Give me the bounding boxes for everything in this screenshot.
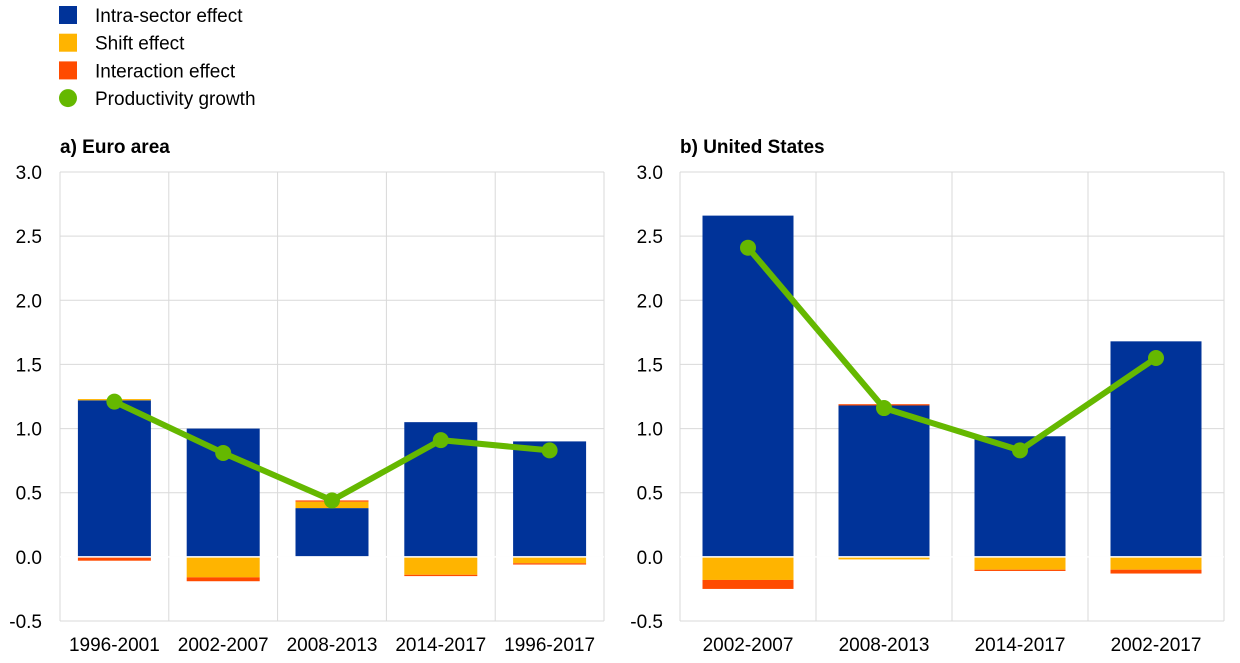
x-tick-label: 2008-2013	[287, 635, 378, 656]
productivity-point	[432, 432, 449, 449]
productivity-point	[541, 442, 558, 459]
panel-title: b) United States	[680, 137, 825, 158]
y-tick-label: 3.0	[637, 163, 663, 184]
legend-item: Shift effect	[59, 33, 185, 55]
bar-segment	[295, 508, 369, 557]
legend-item: Interaction effect	[59, 61, 236, 82]
productivity-line	[745, 245, 1158, 454]
legend-marker	[59, 6, 77, 24]
productivity-point	[876, 400, 892, 417]
legend-label: Interaction effect	[95, 61, 236, 82]
y-tick-label: 0.0	[637, 548, 663, 569]
productivity-line	[113, 398, 550, 504]
legend-item: Productivity growth	[59, 89, 256, 110]
panel-euro-area: a) Euro area 3.0 2.5 2.0 1.5 1.0 0.5 0.0 -0.5 19…	[9, 137, 605, 656]
bar-segment	[838, 405, 930, 557]
productivity-point	[1012, 442, 1028, 459]
y-tick-label: 0.5	[637, 484, 663, 505]
y-tick-label: 0.5	[16, 484, 42, 505]
bar-segment	[1110, 569, 1202, 574]
bar-segment	[77, 556, 151, 561]
y-tick-label: 2.0	[637, 291, 663, 312]
x-tick-label: 2014-2017	[975, 635, 1066, 656]
x-tick-label: 2008-2013	[839, 635, 930, 656]
y-tick-label: 3.0	[16, 163, 42, 184]
bar-segment	[838, 556, 930, 560]
x-tick-label: 2002-2007	[703, 635, 794, 656]
legend-label: Productivity growth	[95, 89, 256, 110]
bar-segment	[513, 441, 587, 557]
y-tick-label: 1.0	[16, 420, 42, 441]
y-tick-label: 2.5	[16, 227, 42, 248]
bar-segment	[702, 215, 794, 557]
y-tick-label: 0.0	[16, 548, 42, 569]
bar-segment	[702, 579, 794, 589]
panel-united-states: b) United States 3.0 2.5 2.0 1.5 1.0 0.5 0.0 -0…	[630, 137, 1225, 656]
y-tick-label: 2.0	[16, 291, 42, 312]
bar-segment	[404, 574, 478, 577]
y-tick-label: 1.5	[16, 355, 42, 376]
legend-label: Shift effect	[95, 34, 185, 55]
bar-segment	[1110, 341, 1202, 557]
legend: Intra-sector effect Shift effect Interacti…	[59, 6, 256, 110]
x-tick-label: 2002-2017	[1111, 635, 1202, 656]
bar-segment	[974, 569, 1066, 571]
legend-label: Intra-sector effect	[95, 6, 243, 27]
legend-marker	[59, 89, 77, 108]
productivity-point	[740, 239, 756, 256]
bar-segment	[702, 556, 794, 580]
legend-item: Intra-sector effect	[59, 6, 243, 27]
productivity-point	[1148, 350, 1164, 367]
legend-marker	[59, 33, 77, 52]
y-tick-label: 2.5	[637, 227, 663, 248]
x-tick-label: 1996-2001	[69, 635, 160, 656]
panel-title: a) Euro area	[60, 137, 170, 158]
bar-segment	[1110, 556, 1202, 570]
x-tick-label: 1996-2017	[504, 635, 595, 656]
y-tick-label: 1.0	[637, 420, 663, 441]
productivity-point	[106, 393, 123, 410]
bar-segment	[513, 556, 587, 564]
productivity-point	[324, 492, 340, 509]
y-tick-label: -0.5	[9, 612, 42, 633]
bar-segment	[974, 556, 1066, 570]
x-tick-label: 2014-2017	[395, 635, 486, 656]
legend-marker	[59, 61, 77, 80]
bar-segment	[513, 563, 587, 565]
bar-segment	[404, 556, 478, 575]
bar-segment	[186, 577, 260, 582]
bar-segment	[77, 400, 151, 557]
y-tick-label: 1.5	[637, 355, 663, 376]
y-tick-label: -0.5	[630, 612, 663, 633]
x-tick-label: 2002-2007	[178, 635, 269, 656]
productivity-point	[215, 444, 232, 461]
bar-segment	[186, 556, 260, 578]
